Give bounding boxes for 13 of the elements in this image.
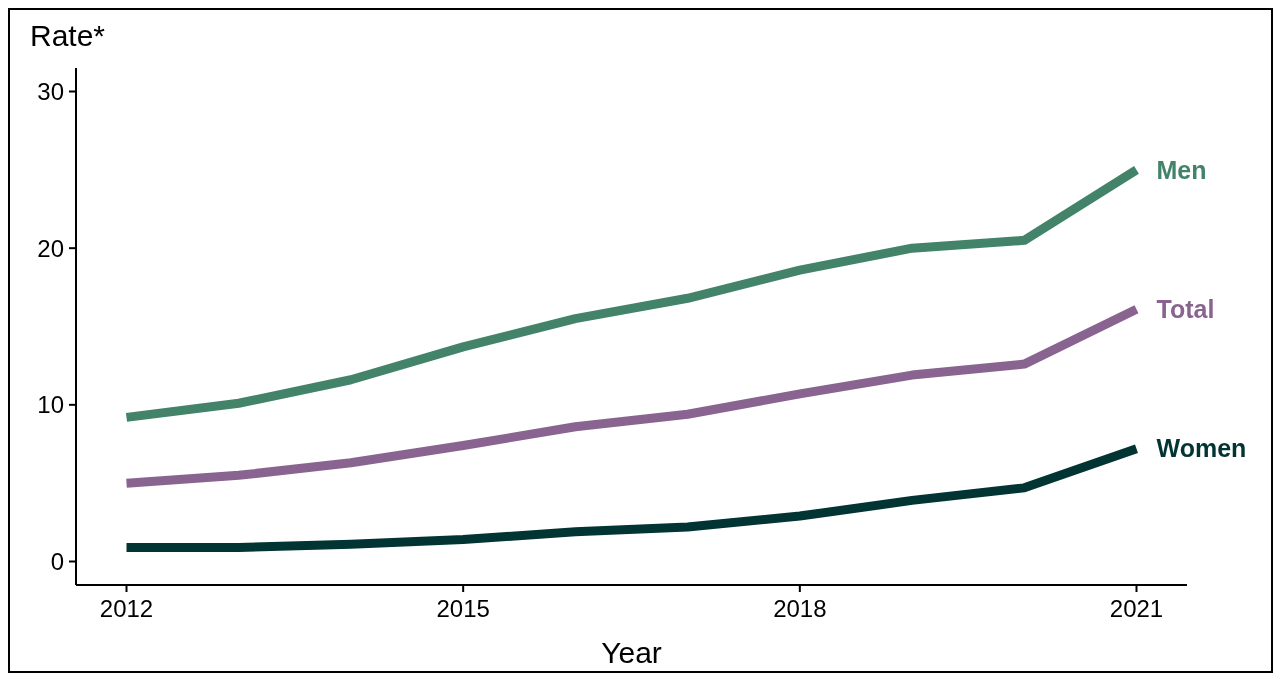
y-axis-title: Rate*: [30, 19, 106, 52]
series-label: Total: [1156, 295, 1215, 324]
y-tick-label: 0: [50, 547, 64, 575]
series-label: Men: [1156, 155, 1207, 184]
x-tick-label: 2015: [436, 595, 490, 622]
x-tick-label: 2018: [773, 595, 827, 622]
x-axis-title: Year: [601, 636, 662, 669]
y-tick-label: 30: [37, 77, 64, 105]
x-tick-label: 2012: [99, 595, 154, 622]
x-tick-label: 2021: [1109, 595, 1164, 622]
series-label: Women: [1156, 434, 1247, 463]
y-tick-label: 10: [37, 391, 64, 419]
y-tick-label: 20: [37, 234, 64, 262]
